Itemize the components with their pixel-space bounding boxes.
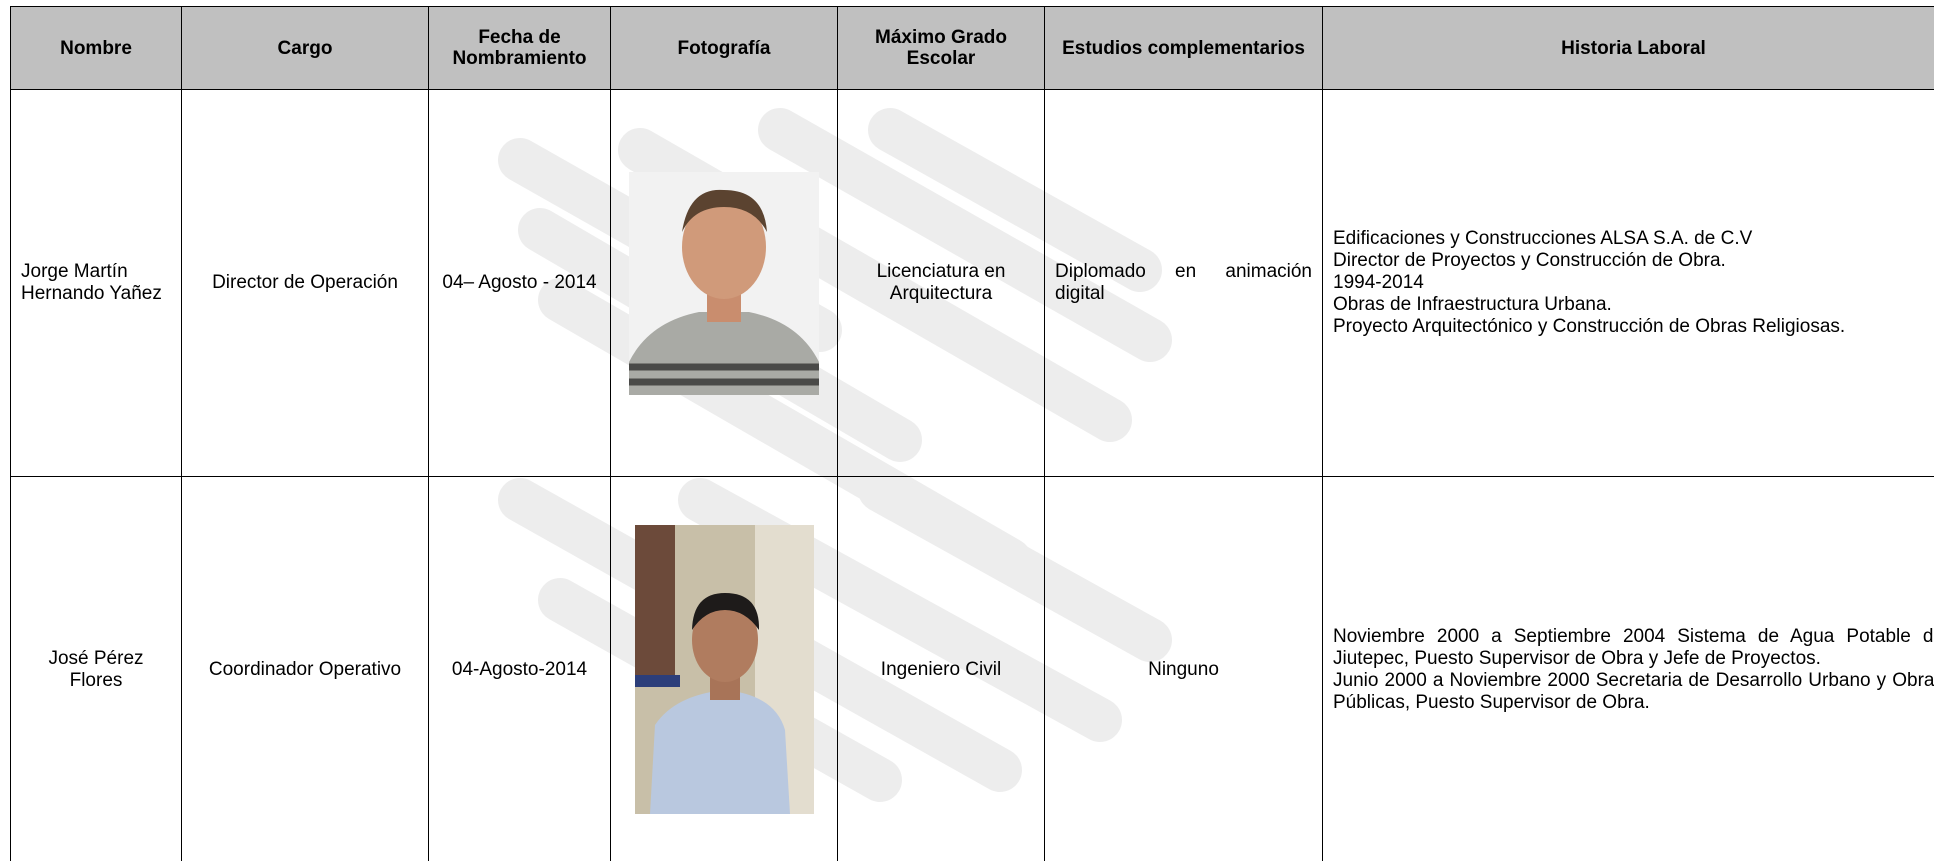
history-line: Director de Proyectos y Construcción de … xyxy=(1333,250,1726,271)
column-header: Nombre xyxy=(10,6,182,90)
history-line: Junio 2000 a Noviembre 2000 Secretaria d… xyxy=(1333,669,1934,713)
history-line: Proyecto Arquitectónico y Construcción d… xyxy=(1333,316,1846,337)
column-header: Fotografía xyxy=(610,6,838,90)
history-line: Edificaciones y Construcciones ALSA S.A.… xyxy=(1333,228,1753,249)
table-row: José Pérez Flores Coordinador Operativo 04… xyxy=(10,476,1934,861)
staff-table: Nombre Cargo Fecha de Nombramiento Fotograf… xyxy=(10,6,1934,861)
name-cell: Jorge Martín Hernando Yañez xyxy=(10,89,182,477)
table-row: Jorge Martín Hernando Yañez Director de O… xyxy=(10,89,1934,477)
studies-cell: Diplomado en animación digital xyxy=(1044,89,1323,477)
header-row: Nombre Cargo Fecha de Nombramiento Fotograf… xyxy=(10,6,1934,90)
history-cell: Edificaciones y Construcciones ALSA S.A.… xyxy=(1322,89,1934,477)
column-header: Cargo xyxy=(181,6,429,90)
degree-cell: Ingeniero Civil xyxy=(837,476,1045,861)
studies-cell: Ninguno xyxy=(1044,476,1323,861)
history-line: Obras de Infraestructura Urbana. xyxy=(1333,294,1612,315)
photo-cell xyxy=(610,476,838,861)
date-cell: 04– Agosto - 2014 xyxy=(428,89,611,477)
column-header: Fecha de Nombramiento xyxy=(428,6,611,90)
degree-cell: Licenciatura en Arquitectura xyxy=(837,89,1045,477)
photo xyxy=(629,171,819,395)
column-header: Estudios complementarios xyxy=(1044,6,1323,90)
column-header: Máximo Grado Escolar xyxy=(837,6,1045,90)
column-header: Historia Laboral xyxy=(1322,6,1934,90)
date-cell: 04-Agosto-2014 xyxy=(428,476,611,861)
history-line: 1994-2014 xyxy=(1333,272,1424,293)
history-line: Noviembre 2000 a Septiembre 2004 Sistema… xyxy=(1333,625,1934,669)
position-cell: Coordinador Operativo xyxy=(181,476,429,861)
position-cell: Director de Operación xyxy=(181,89,429,477)
history-cell: Noviembre 2000 a Septiembre 2004 Sistema… xyxy=(1322,476,1934,861)
photo xyxy=(634,525,814,814)
name-cell: José Pérez Flores xyxy=(10,476,182,861)
photo-cell xyxy=(610,89,838,477)
